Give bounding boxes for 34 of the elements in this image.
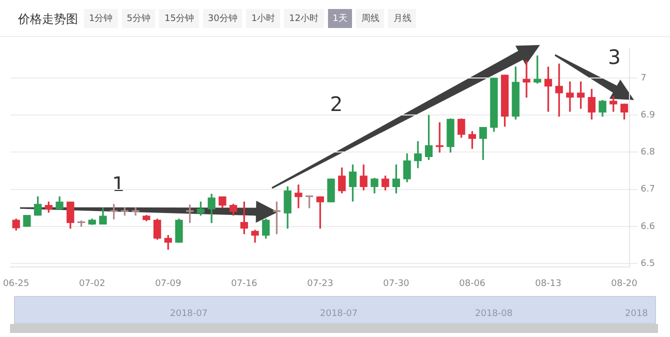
toolbar-button: 15分钟 — [159, 9, 199, 28]
toolbar-button: 1天 — [328, 9, 352, 28]
annotation: 2 — [330, 92, 343, 116]
toolbar-button: 1分钟 — [84, 9, 118, 28]
y-tick-label: 6.8 — [640, 148, 656, 158]
candlestick — [566, 81, 574, 112]
text: 2018-07 — [170, 309, 208, 319]
chart-title: 价格走势图 — [18, 11, 78, 28]
x-tick-label: 07-16 — [231, 278, 258, 289]
annotation: 3 — [608, 45, 621, 69]
x-tick-label: 07-30 — [383, 278, 410, 289]
x-tick-label: 07-23 — [307, 278, 334, 289]
y-tick-label: 6.7 — [640, 184, 656, 195]
text: 2018-08 — [475, 309, 513, 319]
text: 2018 — [625, 309, 648, 319]
y-tick-label: 6.6 — [640, 222, 656, 232]
toolbar-button: 周线 — [356, 9, 384, 28]
x-tick-label: 08-20 — [611, 278, 638, 289]
candlestick — [522, 60, 530, 98]
toolbar-button: 5分钟 — [122, 9, 156, 28]
x-tick-label: 06-25 — [3, 278, 30, 289]
x-tick-label: 08-13 — [535, 278, 562, 289]
y-tick-label: 6.5 — [640, 258, 656, 269]
y-tick-label: 7 — [640, 73, 646, 84]
y-tick-label: 6.9 — [640, 110, 656, 120]
text: 2018-07 — [320, 309, 358, 319]
x-tick-label: 07-09 — [155, 278, 182, 289]
x-tick-label: 07-02 — [79, 278, 106, 289]
toolbar-button: 30分钟 — [202, 9, 242, 28]
toolbar-button: 月线 — [388, 9, 416, 28]
candlestick — [294, 184, 302, 208]
toolbar-button: 1小时 — [246, 9, 280, 28]
toolbar-button: 12小时 — [284, 9, 324, 28]
x-tick-label: 08-06 — [459, 278, 486, 289]
